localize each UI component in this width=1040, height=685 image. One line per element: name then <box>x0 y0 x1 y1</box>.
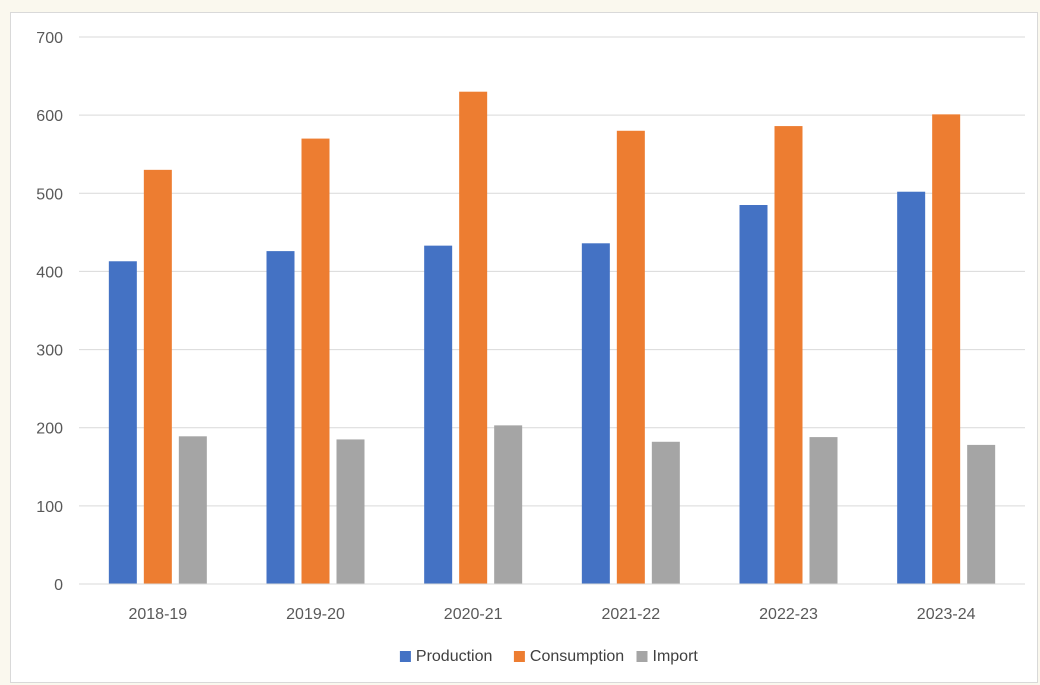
bar-consumption-2022-23 <box>774 126 803 584</box>
bar-import-2019-20 <box>336 439 365 584</box>
bar-consumption-2020-21 <box>459 91 488 584</box>
x-tick-label: 2023-24 <box>917 606 976 623</box>
bar-chart: 0 100 200 300 400 500 600 700 2018-19 2019-20 202… <box>36 30 1025 665</box>
legend-label-import: Import <box>653 648 699 665</box>
x-axis-tick-labels: 2018-19 2019-20 2020-21 2021-22 2022-23 2023-… <box>128 606 975 623</box>
bar-consumption-2021-22 <box>616 130 645 584</box>
bar-import-2020-21 <box>494 425 523 584</box>
y-tick-label: 600 <box>36 108 63 125</box>
y-axis-tick-labels: 0 100 200 300 400 500 600 700 <box>36 30 63 594</box>
legend-label-consumption: Consumption <box>530 648 624 665</box>
y-tick-label: 300 <box>36 343 63 360</box>
legend-label-production: Production <box>416 648 493 665</box>
y-tick-label: 400 <box>36 264 63 281</box>
x-tick-label: 2020-21 <box>444 606 503 623</box>
bar-import-2023-24 <box>967 444 996 584</box>
x-tick-label: 2018-19 <box>128 606 187 623</box>
bar-import-2018-19 <box>178 436 207 584</box>
chart-frame: 0 100 200 300 400 500 600 700 2018-19 2019-20 202… <box>10 12 1038 683</box>
y-tick-label: 100 <box>36 499 63 516</box>
bar-production-2022-23 <box>739 205 768 584</box>
y-tick-label: 700 <box>36 30 63 47</box>
bar-production-2019-20 <box>266 251 295 584</box>
bar-import-2022-23 <box>809 437 838 584</box>
bar-consumption-2018-19 <box>143 169 172 585</box>
bar-production-2023-24 <box>897 191 926 585</box>
legend-swatch-consumption <box>513 651 525 662</box>
bar-production-2021-22 <box>581 243 610 584</box>
x-tick-label: 2019-20 <box>286 606 345 623</box>
bar-production-2020-21 <box>424 245 453 585</box>
grid-lines <box>79 36 1025 507</box>
y-tick-label: 500 <box>36 186 63 203</box>
bar-production-2018-19 <box>108 261 137 584</box>
x-tick-label: 2021-22 <box>601 606 660 623</box>
legend-swatch-import <box>636 651 648 662</box>
legend: Production Consumption Import <box>399 648 699 665</box>
y-tick-label: 0 <box>54 577 63 594</box>
y-tick-label: 200 <box>36 421 63 438</box>
bar-consumption-2019-20 <box>301 138 330 584</box>
legend-swatch-production <box>399 651 411 662</box>
bar-consumption-2023-24 <box>932 114 961 585</box>
bars <box>108 91 996 585</box>
bar-import-2021-22 <box>651 441 680 584</box>
x-tick-label: 2022-23 <box>759 606 818 623</box>
